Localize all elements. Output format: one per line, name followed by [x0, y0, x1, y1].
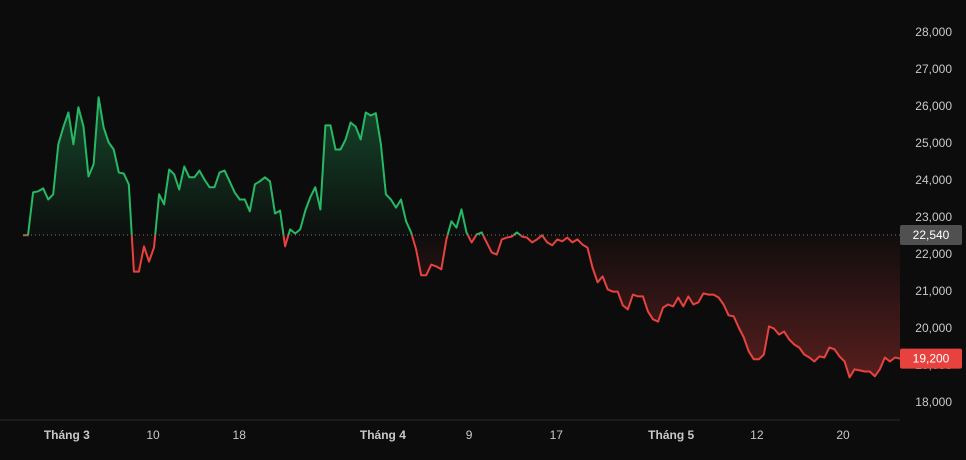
y-tick-label: 26,000 — [915, 99, 952, 113]
x-tick-label: 10 — [146, 428, 160, 442]
y-tick-label: 22,000 — [915, 247, 952, 261]
y-tick-label: 28,000 — [915, 25, 952, 39]
baseline-tag-label: 22,540 — [913, 228, 950, 242]
x-tick-label: 9 — [466, 428, 473, 442]
x-tick-label: 20 — [836, 428, 850, 442]
price-line — [23, 96, 901, 379]
last-price-tag-box — [900, 348, 962, 369]
last-price-tag-label: 19,200 — [913, 352, 950, 366]
baseline-tag-box — [900, 224, 962, 245]
y-tick-label: 18,000 — [915, 395, 952, 409]
x-tick-label: 18 — [233, 428, 247, 442]
y-tick-label: 25,000 — [915, 136, 952, 150]
y-tick-label: 27,000 — [915, 62, 952, 76]
y-tick-label: 21,000 — [915, 284, 952, 298]
y-tick-label: 20,000 — [915, 321, 952, 335]
x-tick-label: Tháng 3 — [44, 428, 90, 442]
x-tick-label: Tháng 4 — [360, 428, 406, 442]
y-tick-label: 24,000 — [915, 173, 952, 187]
x-tick-label: 17 — [550, 428, 564, 442]
y-tick-label: 23,000 — [915, 210, 952, 224]
area — [23, 97, 900, 378]
x-tick-label: 12 — [750, 428, 764, 442]
x-tick-label: Tháng 5 — [648, 428, 694, 442]
